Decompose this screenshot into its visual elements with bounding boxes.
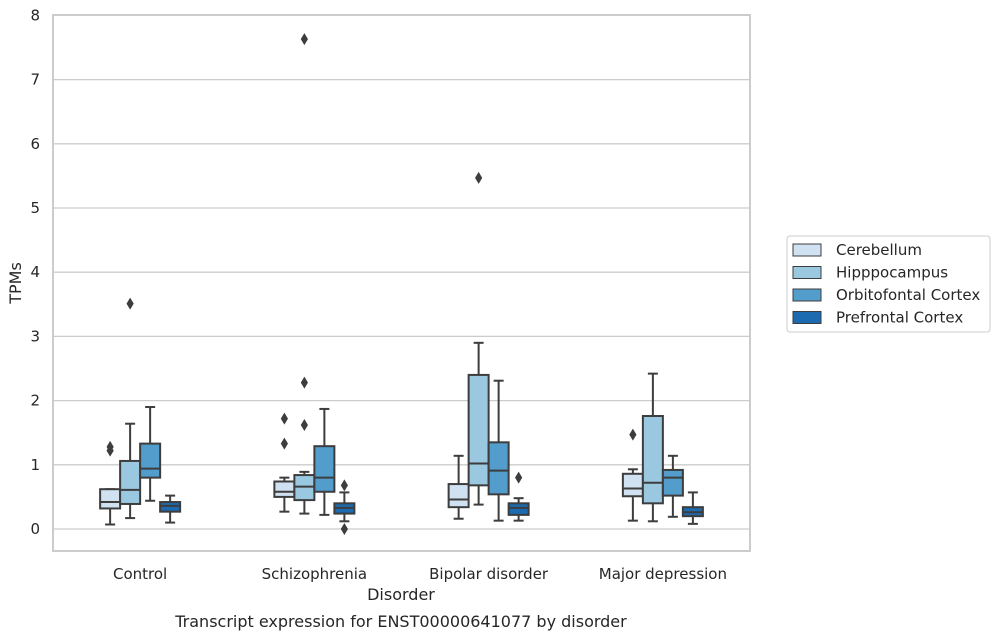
outlier-marker — [300, 418, 308, 431]
box-prefrontal-cortex — [507, 471, 530, 522]
legend-entry: Orbitofontal Cortex — [836, 286, 980, 304]
y-tick-label: 7 — [30, 71, 40, 89]
legend-swatch — [792, 311, 822, 324]
box-body — [641, 415, 664, 505]
y-tick-label: 4 — [30, 263, 40, 281]
box-body — [99, 488, 122, 510]
figure-caption: Transcript expression for ENST0000064107… — [174, 612, 627, 631]
x-tick-label: Schizophrenia — [262, 565, 367, 583]
x-axis-label: Disorder — [367, 585, 435, 604]
box-body — [273, 480, 296, 498]
box-cerebellum — [273, 412, 296, 513]
outlier-marker — [300, 376, 308, 389]
gridlines — [53, 78, 750, 530]
box-body — [621, 472, 644, 498]
box-cerebellum — [99, 440, 122, 526]
y-axis-label: TPMs — [6, 262, 25, 305]
box-body — [507, 502, 530, 516]
x-tick-label: Bipolar disorder — [429, 565, 549, 583]
box-orbitofontal-cortex — [313, 407, 336, 516]
box-orbitofontal-cortex — [661, 454, 684, 518]
box-body — [661, 468, 684, 497]
box-prefrontal-cortex — [681, 491, 704, 525]
box-body — [447, 483, 470, 509]
plot-frame — [52, 14, 751, 552]
y-tick-label: 1 — [30, 456, 40, 474]
outlier-marker — [126, 297, 134, 310]
box-orbitofontal-cortex — [487, 379, 510, 522]
y-tick-label: 8 — [30, 6, 40, 24]
outlier-marker — [475, 171, 483, 184]
y-tick-label: 3 — [30, 327, 40, 345]
box-cerebellum — [621, 428, 644, 522]
box-body — [313, 445, 336, 493]
box-body — [119, 459, 142, 505]
legend: Cerebellum Hipppocampus Orbitofontal Corte… — [786, 235, 991, 333]
legend-entry: Hipppocampus — [836, 264, 948, 282]
legend-entry: Cerebellum — [836, 241, 922, 259]
outlier-marker — [280, 437, 288, 450]
legend-swatch — [792, 266, 822, 279]
box-body — [139, 442, 162, 479]
box-series — [99, 33, 704, 535]
x-tick-label: Major depression — [599, 565, 727, 583]
y-tick-label: 0 — [30, 520, 40, 538]
legend-frame — [786, 235, 991, 333]
box-body — [467, 373, 490, 487]
outlier-marker — [280, 412, 288, 425]
legend-swatch — [792, 288, 822, 302]
outlier-marker — [515, 471, 523, 484]
box-hipppocampus — [467, 171, 490, 506]
outlier-marker — [106, 440, 114, 453]
outlier-marker — [340, 479, 348, 492]
box-cerebellum — [447, 454, 470, 520]
outlier-marker — [340, 523, 348, 535]
x-axis-ticks: Control Schizophrenia Bipolar disorder Majo… — [113, 565, 727, 583]
x-tick-label: Control — [113, 565, 167, 583]
box-body — [487, 441, 510, 496]
outlier-marker — [629, 428, 637, 441]
y-tick-label: 6 — [30, 135, 40, 153]
y-axis-ticks: 0 1 2 3 4 5 6 7 8 — [30, 6, 40, 538]
box-prefrontal-cortex — [333, 479, 356, 535]
box-orbitofontal-cortex — [139, 406, 162, 502]
y-tick-label: 2 — [30, 392, 40, 410]
box-prefrontal-cortex — [159, 494, 182, 524]
box-hipppocampus — [119, 297, 142, 520]
box-hipppocampus — [293, 33, 316, 515]
outlier-marker — [300, 33, 308, 46]
y-tick-label: 5 — [30, 199, 40, 217]
legend-swatch — [792, 243, 822, 257]
legend-entry: Prefrontal Cortex — [836, 309, 963, 327]
box-hipppocampus — [641, 372, 664, 523]
